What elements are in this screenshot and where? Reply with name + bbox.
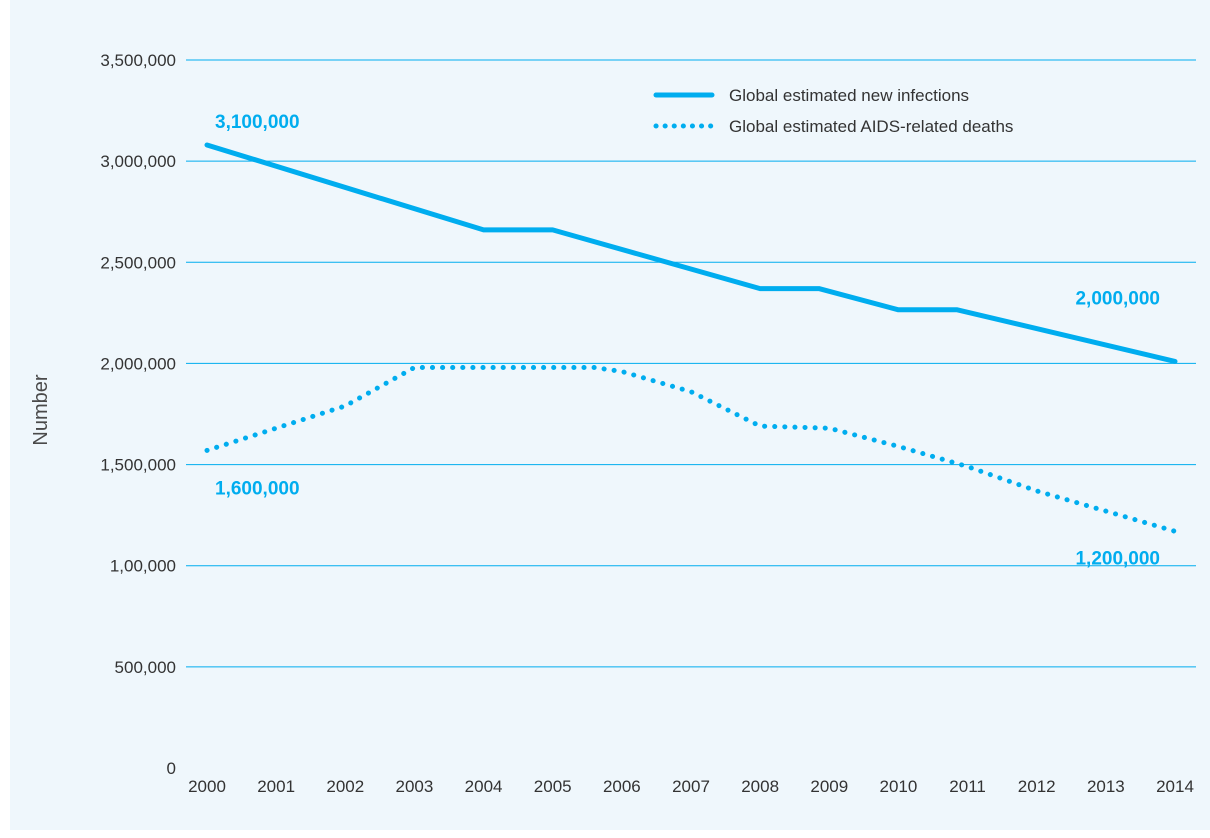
x-tick-label: 2014 bbox=[1156, 777, 1194, 796]
x-tick-label: 2005 bbox=[534, 777, 572, 796]
series-lines bbox=[204, 142, 1178, 534]
x-tick-label: 2002 bbox=[326, 777, 364, 796]
y-tick-label: 3,000,000 bbox=[100, 152, 176, 171]
x-tick-label: 2006 bbox=[603, 777, 641, 796]
x-tick-label: 2013 bbox=[1087, 777, 1125, 796]
x-tick-label: 2009 bbox=[810, 777, 848, 796]
x-tick-label: 2004 bbox=[465, 777, 503, 796]
data-label: 1,600,000 bbox=[215, 478, 300, 499]
data-annotations: 3,100,000 2,000,000 1,600,000 1,200,000 bbox=[215, 112, 1160, 569]
series-line-new-infections bbox=[204, 142, 1178, 364]
data-label: 1,200,000 bbox=[1075, 548, 1160, 569]
x-axis-ticks: 2000 2001 2002 2003 2004 2005 2006 2007 2008 2009… bbox=[188, 777, 1194, 796]
x-tick-label: 2003 bbox=[396, 777, 434, 796]
x-tick-label: 2010 bbox=[880, 777, 918, 796]
y-tick-label: 2,500,000 bbox=[100, 253, 176, 272]
x-tick-label: 2008 bbox=[741, 777, 779, 796]
x-tick-label: 2007 bbox=[672, 777, 710, 796]
data-label: 2,000,000 bbox=[1075, 288, 1160, 309]
y-tick-label: 2,000,000 bbox=[100, 354, 176, 373]
y-tick-label: 1,00,000 bbox=[110, 557, 176, 576]
x-tick-label: 2000 bbox=[188, 777, 226, 796]
chart-panel bbox=[10, 0, 1210, 830]
legend: Global estimated new infections Global e… bbox=[653, 86, 1013, 136]
legend-label-new-infections: Global estimated new infections bbox=[729, 86, 969, 105]
y-tick-label: 0 bbox=[167, 759, 176, 778]
x-tick-label: 2001 bbox=[257, 777, 295, 796]
y-tick-label: 3,500,000 bbox=[100, 51, 176, 70]
grid-lines bbox=[186, 59, 1196, 668]
series-line-aids-deaths bbox=[204, 365, 1178, 534]
y-axis-label: Number bbox=[30, 374, 52, 445]
y-tick-label: 1,500,000 bbox=[100, 456, 176, 475]
x-tick-label: 2011 bbox=[949, 777, 986, 796]
y-axis-ticks: 0 500,000 1,00,000 1,500,000 2,000,000 2,500,… bbox=[100, 51, 176, 778]
legend-label-aids-deaths: Global estimated AIDS-related deaths bbox=[729, 117, 1013, 136]
y-tick-label: 500,000 bbox=[115, 658, 176, 677]
data-label: 3,100,000 bbox=[215, 112, 300, 133]
x-tick-label: 2012 bbox=[1018, 777, 1056, 796]
